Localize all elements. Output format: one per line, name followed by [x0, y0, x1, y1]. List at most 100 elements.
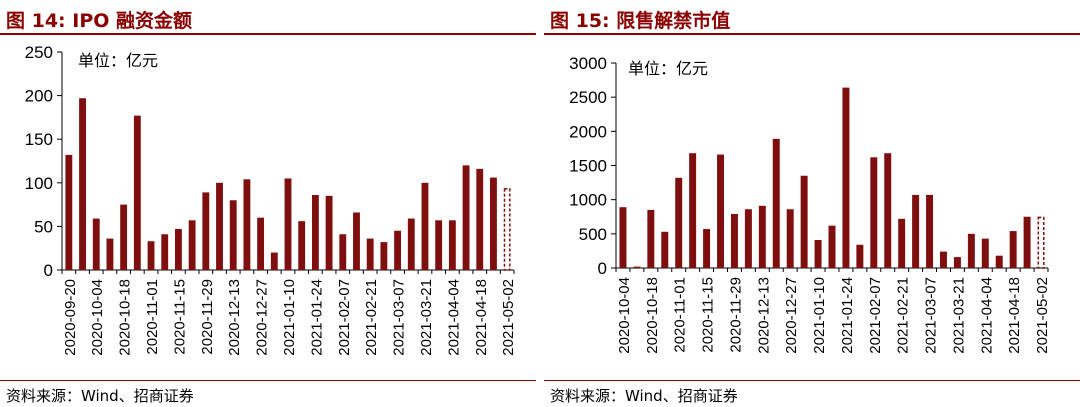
y-tick-label: 2500 — [569, 88, 607, 107]
bar — [926, 194, 934, 268]
bar — [161, 234, 169, 270]
bar — [703, 229, 711, 268]
bar — [147, 241, 155, 270]
y-tick-label: 2000 — [569, 122, 607, 141]
bar — [353, 212, 360, 270]
y-tick-label: 0 — [598, 259, 607, 278]
bar — [744, 209, 752, 268]
bar — [339, 234, 347, 270]
y-tick-label: 100 — [25, 174, 53, 193]
bar — [394, 230, 401, 270]
bar — [717, 154, 724, 268]
x-tick-label: 2021-03-07 — [391, 279, 408, 356]
x-tick-label: 2021-04-04 — [978, 277, 995, 354]
bar — [257, 217, 265, 270]
x-tick-label: 2021-02-07 — [867, 277, 884, 354]
y-tick-label: 0 — [44, 261, 53, 280]
bar — [675, 177, 683, 268]
x-tick-label: 2020-10-04 — [89, 279, 106, 356]
x-tick-label: 2020-11-15 — [171, 279, 188, 355]
bar — [633, 266, 641, 268]
x-tick-label: 2020-10-04 — [616, 277, 633, 354]
source-note: 资料来源：Wind、招商证券 — [6, 387, 194, 405]
y-tick-label: 1500 — [569, 157, 607, 176]
bar-chart-lockup-expiry: 0 500 1000 1500 2000 2500 3000 2020-10-04 2020-1… — [569, 54, 1051, 354]
bar-estimate — [503, 188, 511, 271]
bar — [786, 209, 794, 268]
bar — [898, 218, 906, 268]
bar — [188, 220, 196, 270]
bar — [884, 153, 892, 268]
source-divider — [0, 380, 536, 381]
x-tick-label: 2020-11-01 — [672, 277, 689, 353]
x-tick-label: 2021-01-10 — [281, 279, 298, 356]
x-tick-label: 2021-01-24 — [308, 279, 325, 356]
y-tick-label: 1000 — [569, 191, 607, 210]
bar — [842, 87, 850, 268]
source-divider — [544, 380, 1080, 381]
bar — [828, 225, 836, 268]
bar — [243, 179, 251, 270]
y-tick-label: 150 — [25, 130, 53, 149]
bar — [758, 205, 766, 268]
x-tick-label: 2021-05-02 — [500, 279, 517, 356]
title-divider — [544, 33, 1080, 35]
x-tick-label: 2020-12-13 — [226, 279, 243, 356]
source-note: 资料来源：Wind、招商证券 — [550, 387, 738, 405]
x-tick-label: 2021-03-21 — [950, 277, 967, 354]
x-tick-label: 2021-02-21 — [895, 277, 912, 354]
bar — [407, 218, 415, 270]
bar — [856, 244, 864, 268]
x-tick-label: 2021-04-04 — [445, 279, 462, 356]
x-tick-label: 2020-11-01 — [144, 279, 161, 355]
x-tick-label: 2021-03-07 — [923, 277, 940, 354]
y-tick-label: 500 — [579, 225, 607, 244]
bar-estimate — [1037, 216, 1045, 269]
bar — [1023, 216, 1031, 268]
y-tick-label: 200 — [25, 87, 53, 106]
x-tick-label: 2021-02-21 — [363, 279, 380, 356]
bar — [284, 178, 292, 270]
bar — [175, 229, 182, 270]
y-tick-label: 50 — [34, 217, 53, 236]
bar — [995, 255, 1003, 268]
bar — [661, 231, 669, 268]
x-tick-label: 2021-05-02 — [1034, 277, 1051, 354]
x-tick-label: 2020-11-29 — [199, 279, 216, 355]
x-tick-label: 2021-04-18 — [473, 279, 490, 356]
bar — [647, 209, 655, 268]
bar — [912, 194, 920, 268]
bar — [298, 221, 306, 270]
bar — [65, 154, 73, 270]
y-tick-label: 3000 — [569, 54, 607, 73]
bar — [202, 192, 210, 270]
figure-title: 图 14: IPO 融资金额 — [6, 10, 193, 32]
bar — [325, 195, 333, 270]
figure-panel-ipo-financing: 图 14: IPO 融资金额 0 50 100 150 200 250 2020-09-20… — [0, 0, 536, 407]
x-tick-label: 2020-10-18 — [117, 279, 134, 356]
x-tick-label: 2020-10-18 — [644, 277, 661, 354]
bar — [462, 165, 470, 270]
x-tick-label: 2020-12-27 — [254, 279, 271, 356]
x-tick-label: 2021-03-21 — [418, 279, 435, 356]
figure-panel-lockup-expiry: 图 15: 限售解禁市值 0 500 1000 1500 2000 2500 3000 202… — [544, 0, 1080, 407]
bar — [380, 242, 388, 270]
bar — [229, 200, 237, 270]
bar — [490, 177, 497, 270]
bar — [270, 252, 278, 270]
bar — [476, 168, 484, 270]
bar — [689, 153, 697, 268]
bar — [421, 182, 429, 270]
x-tick-label: 2021-04-18 — [1006, 277, 1023, 354]
bar — [814, 239, 822, 268]
bar — [133, 115, 141, 270]
x-tick-label: 2021-01-10 — [811, 277, 828, 354]
bar — [79, 98, 86, 270]
bar — [730, 214, 738, 268]
bar — [967, 233, 975, 268]
bar — [953, 257, 961, 268]
bar — [448, 220, 456, 270]
x-tick-label: 2020-12-13 — [755, 277, 772, 354]
bar — [870, 157, 878, 268]
bar-chart-ipo-financing: 0 50 100 150 200 250 2020-09-20 2020-10-04 2020-… — [25, 43, 518, 356]
